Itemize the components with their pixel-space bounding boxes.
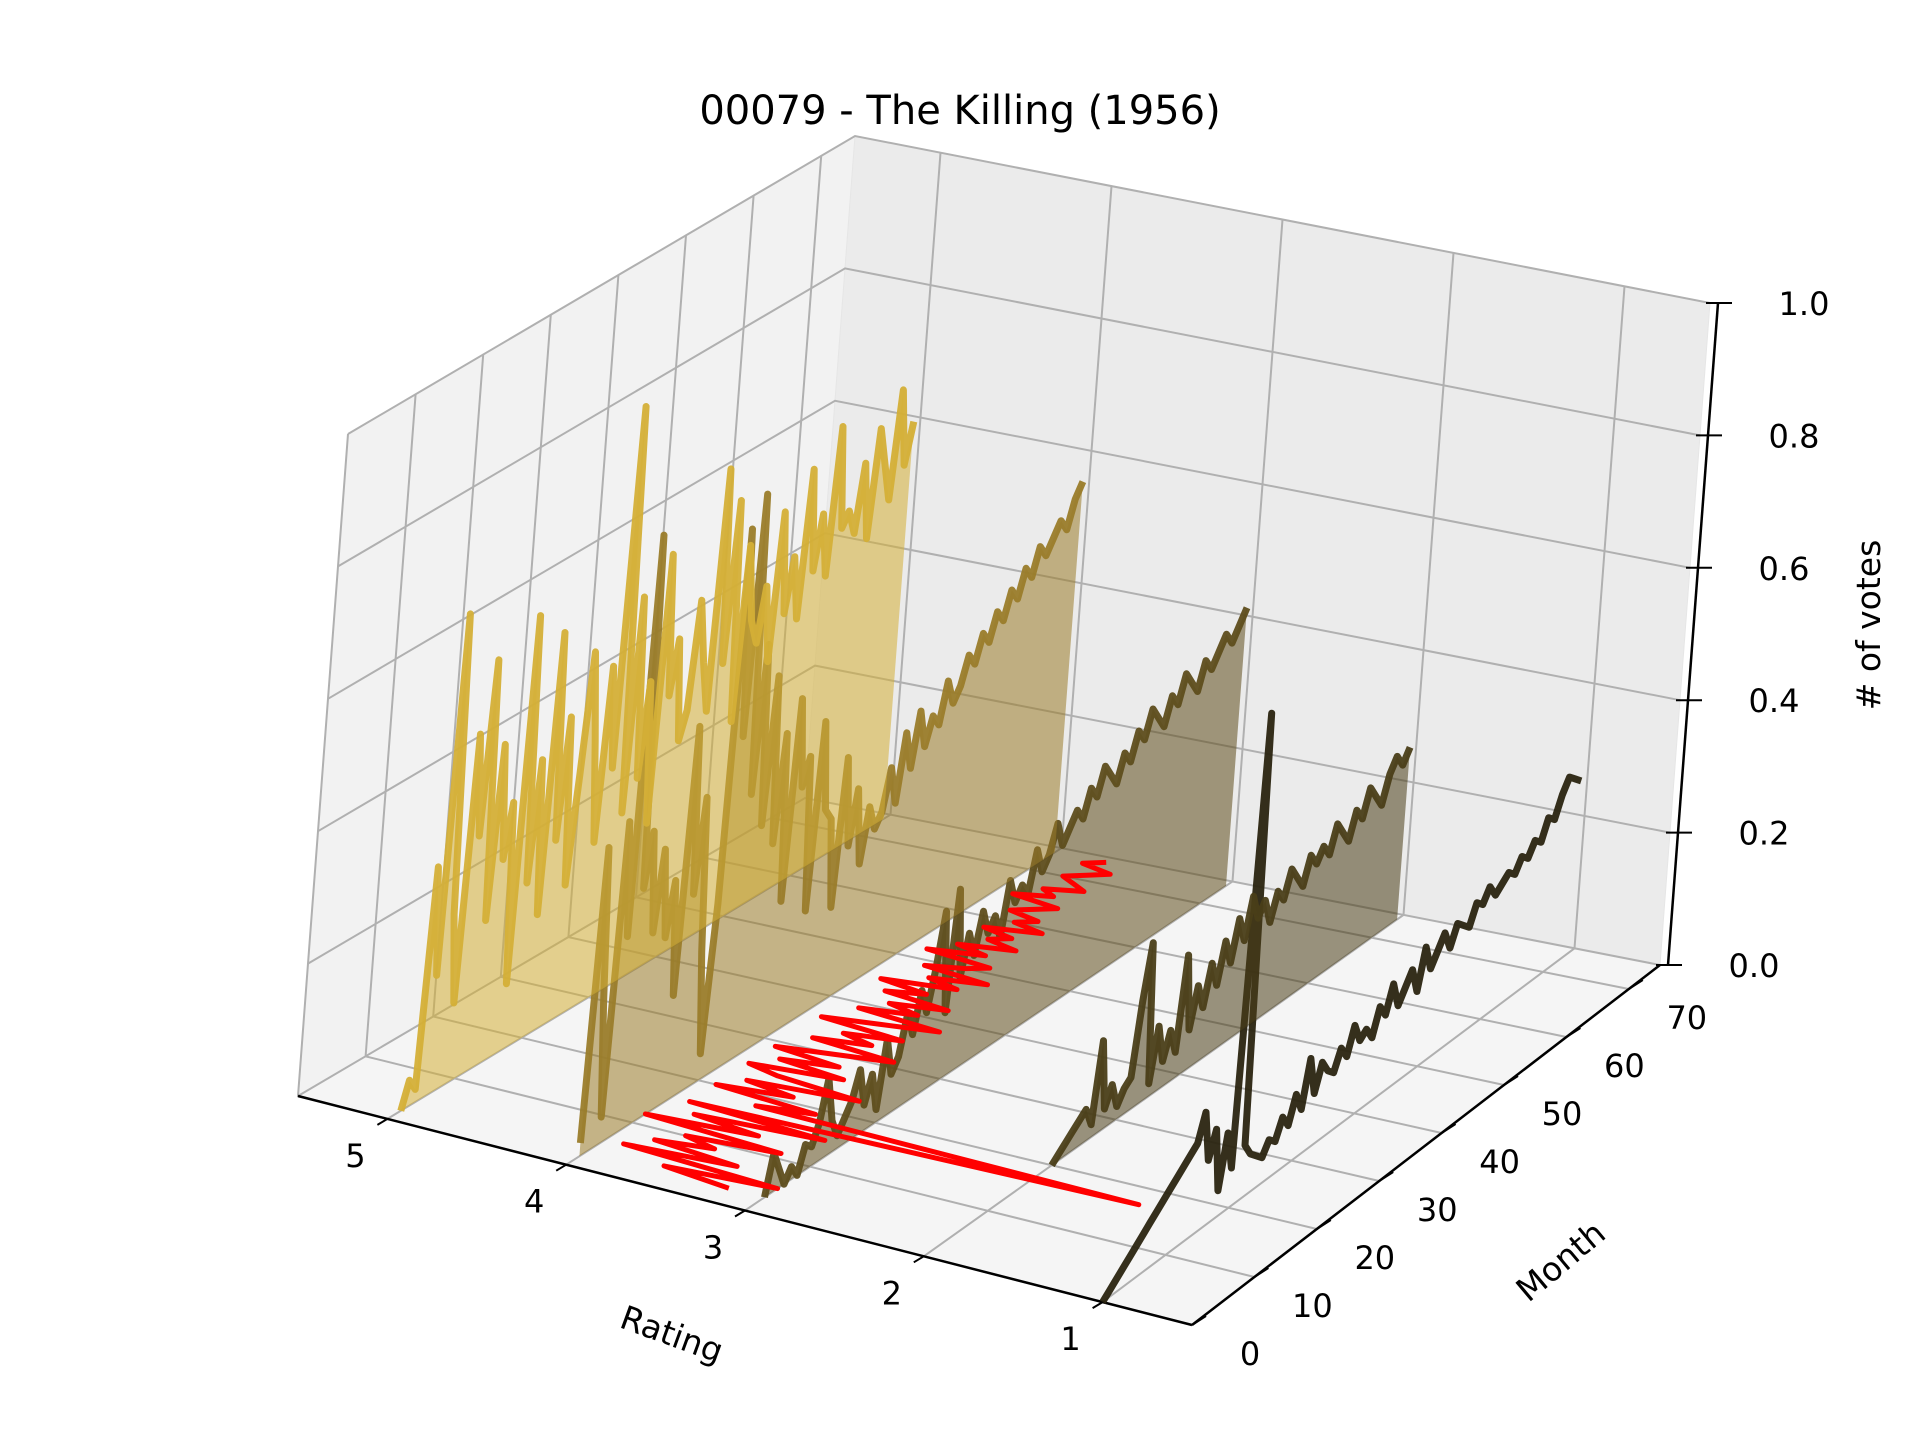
y-tick-mark xyxy=(1316,1219,1332,1230)
x-tick-label: 4 xyxy=(524,1183,544,1221)
x-tick-mark xyxy=(1092,1301,1104,1309)
x-tick-label: 2 xyxy=(882,1274,902,1312)
series-line-rating-1 xyxy=(1099,709,1583,1304)
y-tick-label: 60 xyxy=(1604,1047,1645,1085)
x-tick-label: 3 xyxy=(703,1229,723,1267)
series-area-rating-2 xyxy=(1051,747,1411,1166)
y-tick-label: 50 xyxy=(1542,1095,1583,1133)
gridline-votes xyxy=(347,134,1711,435)
y-tick-label: 0 xyxy=(1240,1335,1260,1373)
chart-title: 00079 - The Killing (1956) xyxy=(699,88,1220,134)
y-axis-line xyxy=(1191,964,1661,1326)
series-area-rating-3 xyxy=(764,607,1247,1198)
x-tick-label: 1 xyxy=(1060,1320,1080,1358)
y-tick-label: 40 xyxy=(1479,1143,1520,1181)
z-tick-label: 0.6 xyxy=(1759,550,1810,588)
y-tick-mark xyxy=(1628,979,1644,990)
gridline-votes xyxy=(337,267,1701,568)
data-series xyxy=(397,386,1583,1304)
z-tick-label: 0.2 xyxy=(1739,815,1790,853)
z-tick-label: 0.8 xyxy=(1769,417,1820,455)
series-line-rating-5 xyxy=(397,386,918,1112)
x-tick-mark xyxy=(376,1118,388,1126)
x-tick-mark xyxy=(734,1209,746,1218)
y-axis-label: Month xyxy=(1508,1213,1612,1309)
x-tick-label: 5 xyxy=(345,1137,365,1175)
z-tick-label: 1.0 xyxy=(1779,285,1830,323)
z-axis-label: # of votes xyxy=(1849,540,1888,711)
y-tick-mark xyxy=(1503,1075,1519,1086)
y-tick-label: 30 xyxy=(1417,1191,1458,1229)
series-line-rating-2 xyxy=(1048,745,1414,1168)
series-line-rating-3 xyxy=(761,606,1251,1199)
y-tick-mark xyxy=(1378,1171,1394,1182)
z-axis-line xyxy=(1666,302,1720,966)
x-axis-label: Rating xyxy=(615,1298,728,1371)
y-tick-label: 20 xyxy=(1354,1239,1395,1277)
y-tick-mark xyxy=(1565,1027,1581,1038)
x-tick-mark xyxy=(555,1163,567,1172)
y-tick-label: 70 xyxy=(1666,999,1707,1037)
y-tick-label: 10 xyxy=(1292,1287,1333,1325)
y-tick-mark xyxy=(1253,1267,1269,1278)
gridline-votes xyxy=(327,399,1691,700)
y-tick-mark xyxy=(1441,1123,1457,1134)
z-tick-label: 0.0 xyxy=(1729,947,1780,985)
mean-rating-line xyxy=(621,859,1142,1208)
x-tick-mark xyxy=(913,1255,925,1264)
z-tick-label: 0.4 xyxy=(1749,682,1800,720)
y-tick-mark xyxy=(1191,1315,1207,1326)
